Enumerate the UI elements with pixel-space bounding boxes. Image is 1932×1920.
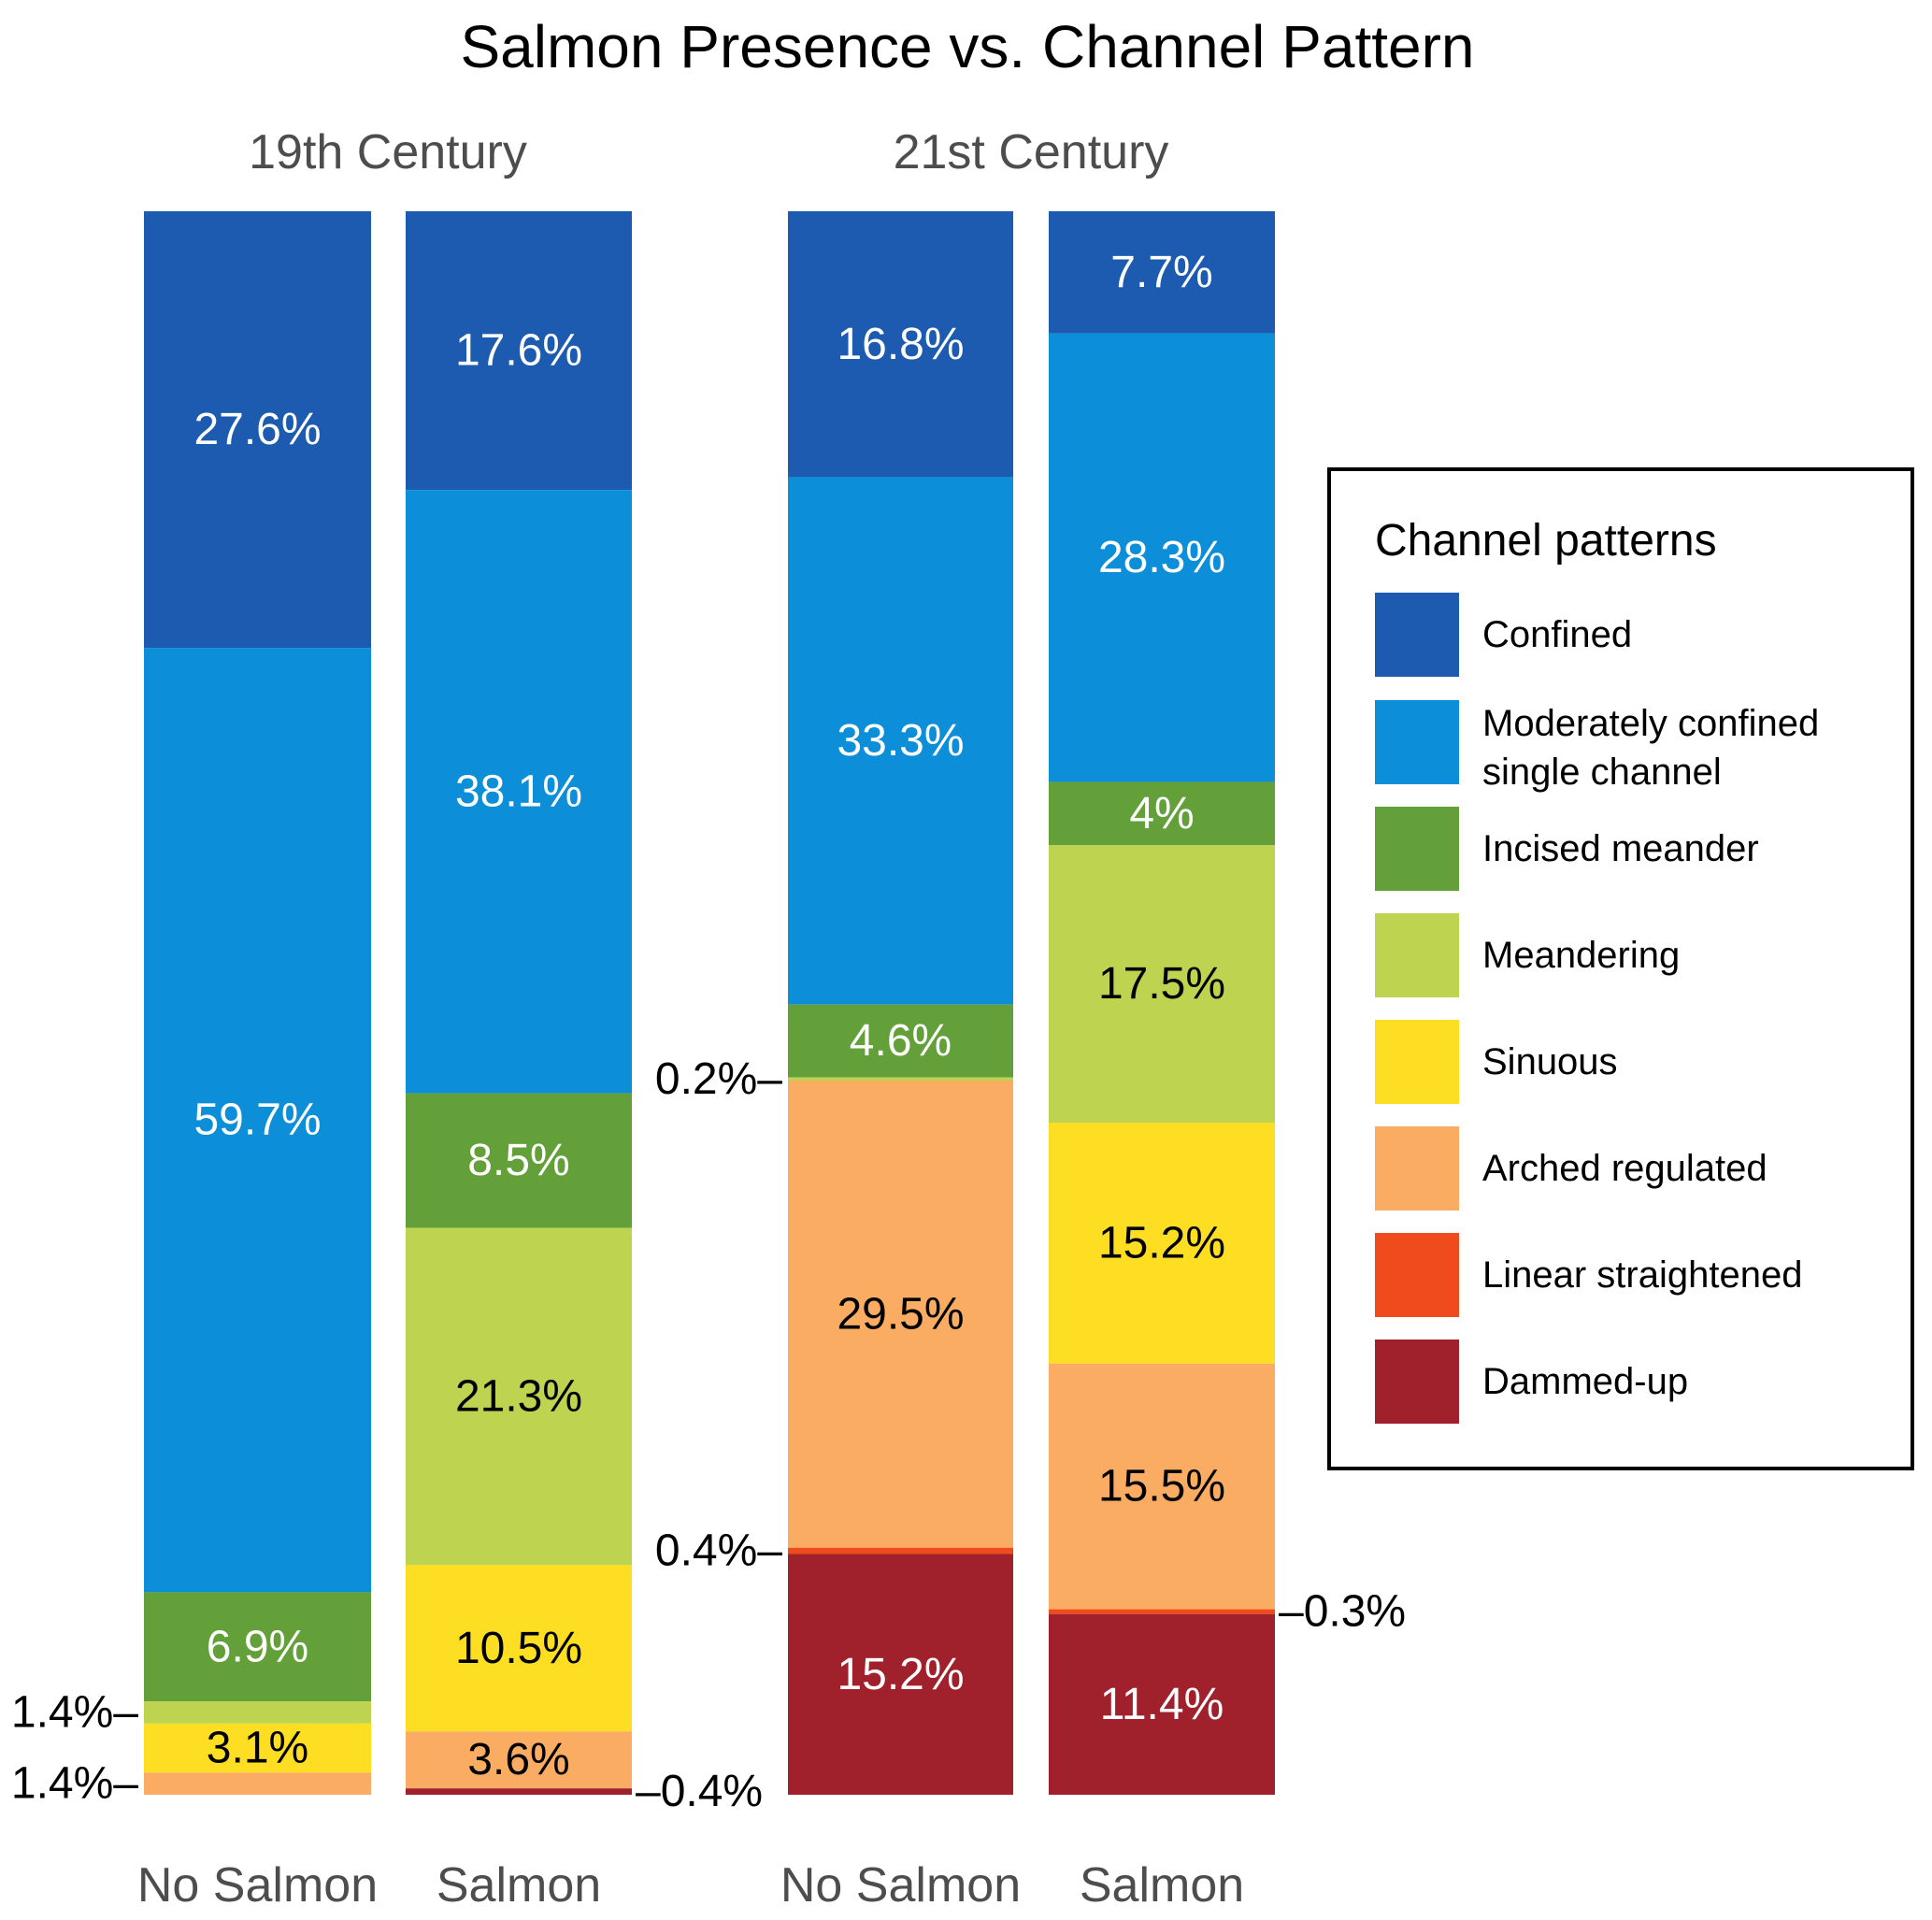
bar-segment-dammed-up <box>788 1554 1013 1795</box>
bar-segment-arched-regulated <box>406 1731 632 1789</box>
bar-segment-arched-regulated <box>788 1081 1013 1548</box>
legend-item-moderately-confined-single-channel: Moderately confined single channel <box>1375 700 1819 793</box>
legend-item-confined: Confined <box>1375 593 1632 677</box>
legend-title: Channel patterns <box>1375 516 1717 566</box>
data-label-arched-regulated: 3.6% <box>467 1735 569 1784</box>
x-tick-label-no-salmon: No Salmon <box>137 1858 378 1913</box>
callout-label-arched-regulated: 1.4%– <box>11 1759 138 1809</box>
x-tick-label-salmon: Salmon <box>1080 1858 1244 1913</box>
data-label-moderately-confined-single-channel: 28.3% <box>1098 533 1225 582</box>
bar-segment-incised-meander <box>788 1004 1013 1078</box>
bar-segment-confined <box>1049 211 1275 334</box>
data-label-sinuous: 15.2% <box>1098 1218 1225 1268</box>
legend-label: Arched regulated <box>1482 1148 1767 1189</box>
bar-segment-meandering <box>788 1077 1013 1082</box>
legend-label: Linear straightened <box>1482 1254 1802 1296</box>
facet-label-19th-century: 19th Century <box>249 125 527 179</box>
bar-19th-century-salmon: 17.6% 38.1% 8.5% 21.3% 10.5% 3.6% <box>406 211 632 1795</box>
bars-layer: 27.6% 59.7% 6.9% 3.1% 17.6% 38.1% 8.5% 21.3% 10.… <box>144 211 1275 1795</box>
callouts-layer: 1.4%– 1.4%– –0.4% 0.2%– 0.4%– –0.3% <box>11 1054 1406 1816</box>
bar-segment-moderately-confined-single-channel <box>1049 333 1275 782</box>
bar-21st-century-no-salmon: 16.8% 33.3% 4.6% 29.5% 15.2% <box>788 211 1013 1795</box>
legend-item-incised-meander: Incised meander <box>1375 807 1759 891</box>
legend-items: Confined Moderately confined single channe… <box>1375 593 1819 1424</box>
bar-21st-century-salmon: 7.7% 28.3% 4% 17.5% 15.2% 15.5% 11.4% <box>1049 211 1275 1795</box>
bar-segment-meandering <box>1049 845 1275 1124</box>
data-label-meandering: 21.3% <box>455 1372 582 1422</box>
chart-title: Salmon Presence vs. Channel Pattern <box>460 13 1474 80</box>
legend-label: Sinuous <box>1482 1041 1618 1082</box>
legend-label: single channel <box>1482 752 1722 793</box>
legend-label: Meandering <box>1482 935 1680 976</box>
bar-segment-arched-regulated <box>144 1772 371 1795</box>
bar-segment-sinuous <box>1049 1123 1275 1364</box>
bar-segment-moderately-confined-single-channel <box>788 477 1013 1005</box>
data-label-incised-meander: 6.9% <box>207 1622 308 1671</box>
x-tick-label-salmon: Salmon <box>436 1858 601 1913</box>
bar-segment-linear-straightened <box>788 1547 1013 1555</box>
bar-segment-incised-meander <box>144 1592 371 1702</box>
bar-segment-dammed-up <box>406 1788 632 1795</box>
callout-label-linear-straightened: –0.3% <box>1279 1587 1406 1637</box>
data-label-confined: 27.6% <box>193 405 321 454</box>
bar-segment-moderately-confined-single-channel <box>406 490 632 1094</box>
data-label-moderately-confined-single-channel: 38.1% <box>455 767 582 816</box>
data-label-confined: 16.8% <box>837 320 964 369</box>
bar-segment-sinuous <box>406 1565 632 1732</box>
legend-item-dammed-up: Dammed-up <box>1375 1340 1688 1424</box>
bar-segment-confined <box>144 211 371 649</box>
data-label-dammed-up: 15.2% <box>837 1650 964 1699</box>
legend-label: Incised meander <box>1482 828 1759 869</box>
legend-item-arched-regulated: Arched regulated <box>1375 1126 1767 1211</box>
data-label-moderately-confined-single-channel: 33.3% <box>837 716 964 766</box>
data-label-arched-regulated: 29.5% <box>837 1289 964 1339</box>
legend-swatch <box>1375 593 1459 677</box>
legend: Channel patterns Confined Moderately conf… <box>1327 467 1914 1470</box>
bar-19th-century-no-salmon: 27.6% 59.7% 6.9% 3.1% <box>144 211 371 1795</box>
callout-label-meandering: 1.4%– <box>11 1688 138 1738</box>
data-label-incised-meander: 8.5% <box>467 1136 569 1185</box>
bar-segment-sinuous <box>144 1723 371 1773</box>
data-label-incised-meander: 4% <box>1129 789 1194 838</box>
legend-swatch <box>1375 1020 1459 1104</box>
bar-segment-arched-regulated <box>1049 1363 1275 1610</box>
legend-label: Dammed-up <box>1482 1361 1688 1402</box>
legend-swatch <box>1375 807 1459 891</box>
legend-item-linear-straightened: Linear straightened <box>1375 1233 1802 1317</box>
x-tick-label-no-salmon: No Salmon <box>780 1858 1021 1913</box>
data-label-sinuous: 3.1% <box>207 1724 308 1773</box>
bar-segment-dammed-up <box>1049 1613 1275 1795</box>
bar-segment-confined <box>406 211 632 491</box>
data-label-sinuous: 10.5% <box>455 1624 582 1673</box>
bar-segment-linear-straightened <box>1049 1609 1275 1614</box>
data-label-arched-regulated: 15.5% <box>1098 1462 1225 1512</box>
x-axis-ticks: No Salmon Salmon No Salmon Salmon <box>137 1858 1244 1913</box>
data-label-confined: 7.7% <box>1110 248 1212 297</box>
bar-segment-moderately-confined-single-channel <box>144 648 371 1593</box>
legend-label: Confined <box>1482 614 1632 655</box>
legend-swatch <box>1375 700 1459 784</box>
callout-label-dammed-up: –0.4% <box>636 1767 763 1816</box>
legend-swatch <box>1375 1233 1459 1317</box>
legend-swatch <box>1375 1340 1459 1424</box>
legend-swatch <box>1375 913 1459 997</box>
facet-label-21st-century: 21st Century <box>894 125 1169 179</box>
bar-segment-incised-meander <box>406 1093 632 1228</box>
callout-label-linear-straightened: 0.4%– <box>655 1526 782 1576</box>
data-label-confined: 17.6% <box>455 326 582 376</box>
legend-item-sinuous: Sinuous <box>1375 1020 1618 1104</box>
bar-segment-meandering <box>406 1227 632 1566</box>
data-label-moderately-confined-single-channel: 59.7% <box>193 1096 321 1145</box>
data-label-meandering: 17.5% <box>1098 959 1225 1009</box>
bar-segment-confined <box>788 211 1013 478</box>
data-label-dammed-up: 11.4% <box>1100 1680 1224 1729</box>
bar-segment-incised-meander <box>1049 781 1275 846</box>
callout-label-meandering: 0.2%– <box>655 1054 782 1104</box>
data-label-incised-meander: 4.6% <box>850 1016 952 1066</box>
bar-segment-meandering <box>144 1701 371 1724</box>
legend-swatch <box>1375 1126 1459 1211</box>
legend-label: Moderately confined <box>1482 703 1819 744</box>
legend-item-meandering: Meandering <box>1375 913 1680 997</box>
